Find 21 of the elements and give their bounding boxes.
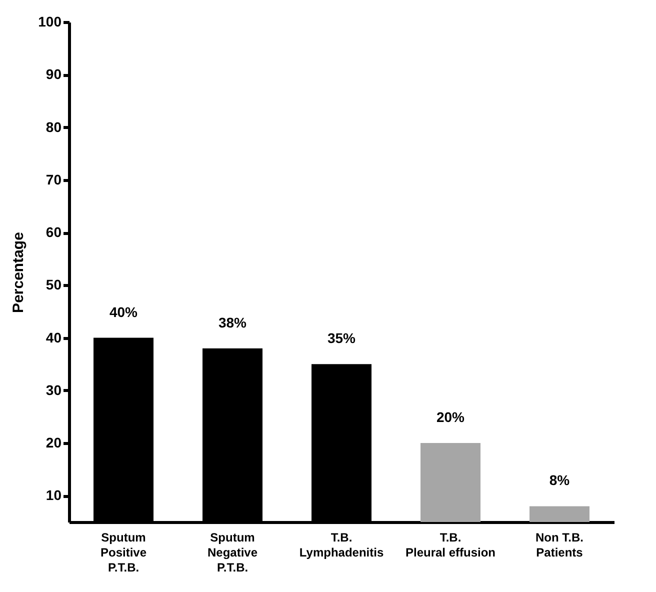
data-label: 40% xyxy=(109,304,138,320)
x-tick-label: T.B. Pleural effusion xyxy=(405,530,496,560)
x-tick-label: T.B. Lymphadenitis xyxy=(299,530,384,560)
y-axis-title: Percentage xyxy=(10,232,28,313)
x-tick-label: Sputum Negative P.T.B. xyxy=(207,530,258,574)
y-tick-label: 40 xyxy=(46,329,62,346)
y-tick-label: 100 xyxy=(38,14,62,30)
y-tick-label: 30 xyxy=(46,382,62,398)
y-tick-label: 50 xyxy=(46,276,62,293)
data-label: 8% xyxy=(549,472,570,488)
data-label: 38% xyxy=(218,314,248,330)
data-label: 20% xyxy=(436,409,466,426)
data-label: 35% xyxy=(327,330,356,346)
x-tick-label: Non T.B. Patients xyxy=(536,530,584,560)
y-tick-label: 90 xyxy=(46,66,62,82)
x-tick-label: Sputum Positive P.T.B. xyxy=(100,530,147,574)
y-tick-label: 60 xyxy=(46,224,62,240)
y-tick-label: 70 xyxy=(46,171,62,188)
y-tick-label: 20 xyxy=(46,434,62,451)
y-tick-label: 80 xyxy=(46,118,62,135)
y-tick-label: 10 xyxy=(46,487,62,504)
